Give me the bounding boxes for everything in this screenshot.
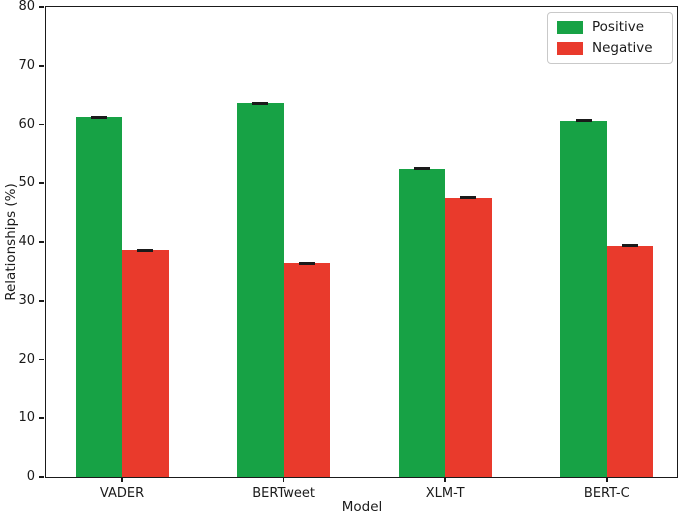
legend-label-positive: Positive <box>592 19 645 35</box>
bar-negative-bertweet <box>283 263 331 477</box>
x-tick-label: XLM-T <box>425 486 465 501</box>
bar-negative-xlm-t <box>445 197 492 477</box>
error-bar <box>298 261 315 265</box>
legend-label-negative: Negative <box>592 40 653 56</box>
y-tick-mark <box>39 417 45 420</box>
x-tick-mark <box>121 477 123 482</box>
y-tick-label: 0 <box>26 469 35 484</box>
x-tick-label: BERT-C <box>583 486 630 501</box>
y-tick-label: 50 <box>18 175 35 191</box>
x-tick-label: BERTweet <box>252 486 315 501</box>
error-bar <box>622 244 639 248</box>
y-tick-label: 20 <box>18 351 35 367</box>
y-tick-label: 40 <box>18 234 35 249</box>
x-tick-mark <box>282 477 285 482</box>
x-axis-label: Model <box>341 499 383 515</box>
legend-item-negative: Negative <box>557 41 663 56</box>
y-tick-label: 80 <box>18 0 35 14</box>
bar-negative-bert-c <box>606 245 654 477</box>
error-bar <box>460 196 477 200</box>
y-tick-mark <box>39 6 45 8</box>
x-tick-mark <box>605 477 608 482</box>
error-bar <box>90 115 107 119</box>
x-tick-mark <box>444 477 447 482</box>
y-tick-mark <box>39 182 45 185</box>
y-tick-label: 70 <box>18 57 35 73</box>
legend-swatch-negative <box>557 42 583 55</box>
y-tick-label: 60 <box>18 116 35 132</box>
y-tick-mark <box>39 64 45 67</box>
y-tick-label: 10 <box>18 410 35 426</box>
error-bar <box>137 248 154 252</box>
y-tick-mark <box>39 299 45 302</box>
y-tick-mark <box>39 123 45 126</box>
y-tick-mark <box>39 241 45 243</box>
y-tick-mark <box>39 476 45 478</box>
legend: Positive Negative <box>547 12 673 64</box>
bar-positive-xlm-t <box>398 168 446 477</box>
bar-negative-vader <box>122 250 169 477</box>
error-bar <box>252 101 269 105</box>
bar-positive-bert-c <box>560 120 607 477</box>
error-bar <box>575 119 592 123</box>
x-tick-label: VADER <box>99 486 145 501</box>
legend-item-positive: Positive <box>557 20 663 35</box>
y-tick-mark <box>39 358 45 361</box>
legend-swatch-positive <box>557 21 583 34</box>
bar-positive-bertweet <box>237 103 284 477</box>
plot-area <box>45 6 678 478</box>
bar-positive-vader <box>75 117 122 477</box>
y-tick-label: 30 <box>18 292 35 308</box>
error-bar <box>413 167 430 171</box>
